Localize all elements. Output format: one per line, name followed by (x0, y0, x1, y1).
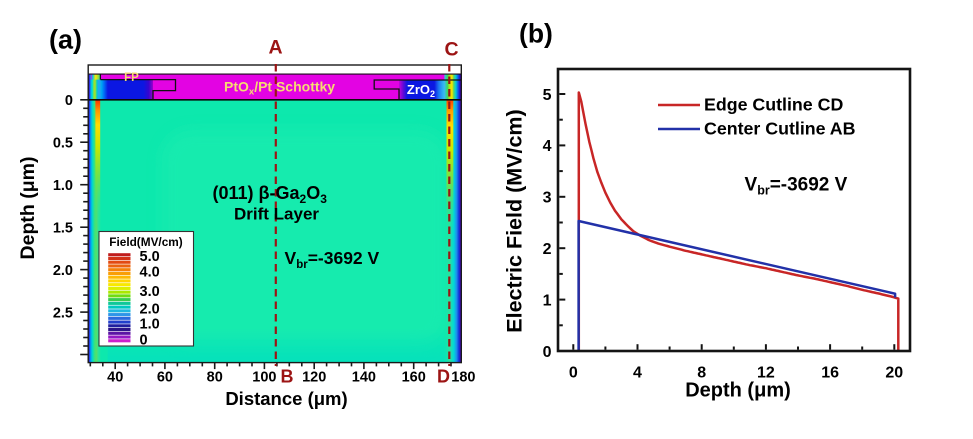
svg-text:Center Cutline AB: Center Cutline AB (704, 119, 856, 139)
svg-text:(b): (b) (519, 19, 553, 49)
svg-text:3: 3 (543, 190, 552, 207)
svg-text:0: 0 (569, 365, 578, 382)
svg-text:B: B (281, 367, 294, 387)
svg-text:Depth (μm): Depth (μm) (685, 380, 791, 402)
svg-text:FP: FP (124, 72, 139, 84)
svg-text:16: 16 (821, 365, 839, 382)
svg-text:140: 140 (352, 370, 376, 386)
svg-text:C: C (444, 39, 458, 61)
svg-text:0.5: 0.5 (53, 136, 73, 152)
svg-text:ZrO2: ZrO2 (407, 82, 435, 99)
svg-text:A: A (268, 37, 282, 59)
svg-text:20: 20 (885, 365, 903, 382)
svg-text:2.5: 2.5 (53, 305, 73, 321)
svg-text:8: 8 (697, 365, 706, 382)
svg-text:180: 180 (451, 370, 475, 386)
svg-text:(a): (a) (49, 25, 82, 55)
svg-text:2.0: 2.0 (140, 302, 160, 318)
svg-text:12: 12 (757, 365, 775, 382)
svg-text:3.0: 3.0 (140, 284, 160, 300)
svg-text:Vbr=-3692 V: Vbr=-3692 V (285, 248, 380, 271)
svg-text:4: 4 (543, 138, 552, 155)
svg-text:1.5: 1.5 (53, 221, 73, 237)
svg-text:Electric Field (MV/cm): Electric Field (MV/cm) (503, 109, 527, 332)
svg-text:1.0: 1.0 (140, 317, 160, 333)
svg-text:Distance (μm): Distance (μm) (225, 388, 347, 409)
svg-text:40: 40 (107, 370, 123, 386)
svg-text:(011) β-Ga2O3: (011) β-Ga2O3 (213, 183, 328, 206)
svg-text:5: 5 (543, 87, 552, 104)
svg-text:60: 60 (157, 370, 173, 386)
svg-text:120: 120 (302, 370, 326, 386)
svg-text:0: 0 (543, 344, 552, 361)
svg-text:0: 0 (140, 332, 148, 348)
svg-text:80: 80 (207, 370, 223, 386)
svg-text:4: 4 (633, 365, 642, 382)
svg-text:Field(MV/cm): Field(MV/cm) (109, 235, 182, 249)
svg-text:Edge Cutline CD: Edge Cutline CD (704, 95, 843, 115)
svg-text:Vbr=-3692 V: Vbr=-3692 V (745, 175, 848, 198)
svg-text:5.0: 5.0 (140, 249, 160, 265)
svg-text:4.0: 4.0 (140, 265, 160, 281)
svg-text:Drift Layer: Drift Layer (234, 205, 319, 224)
svg-text:D: D (437, 367, 450, 387)
svg-text:1.0: 1.0 (53, 178, 73, 194)
svg-text:0: 0 (65, 93, 73, 109)
svg-text:100: 100 (252, 370, 276, 386)
svg-text:1: 1 (543, 292, 552, 309)
svg-text:2: 2 (543, 241, 552, 258)
svg-text:2.0: 2.0 (53, 263, 73, 279)
svg-text:Depth (μm): Depth (μm) (17, 157, 39, 260)
svg-text:160: 160 (402, 370, 426, 386)
